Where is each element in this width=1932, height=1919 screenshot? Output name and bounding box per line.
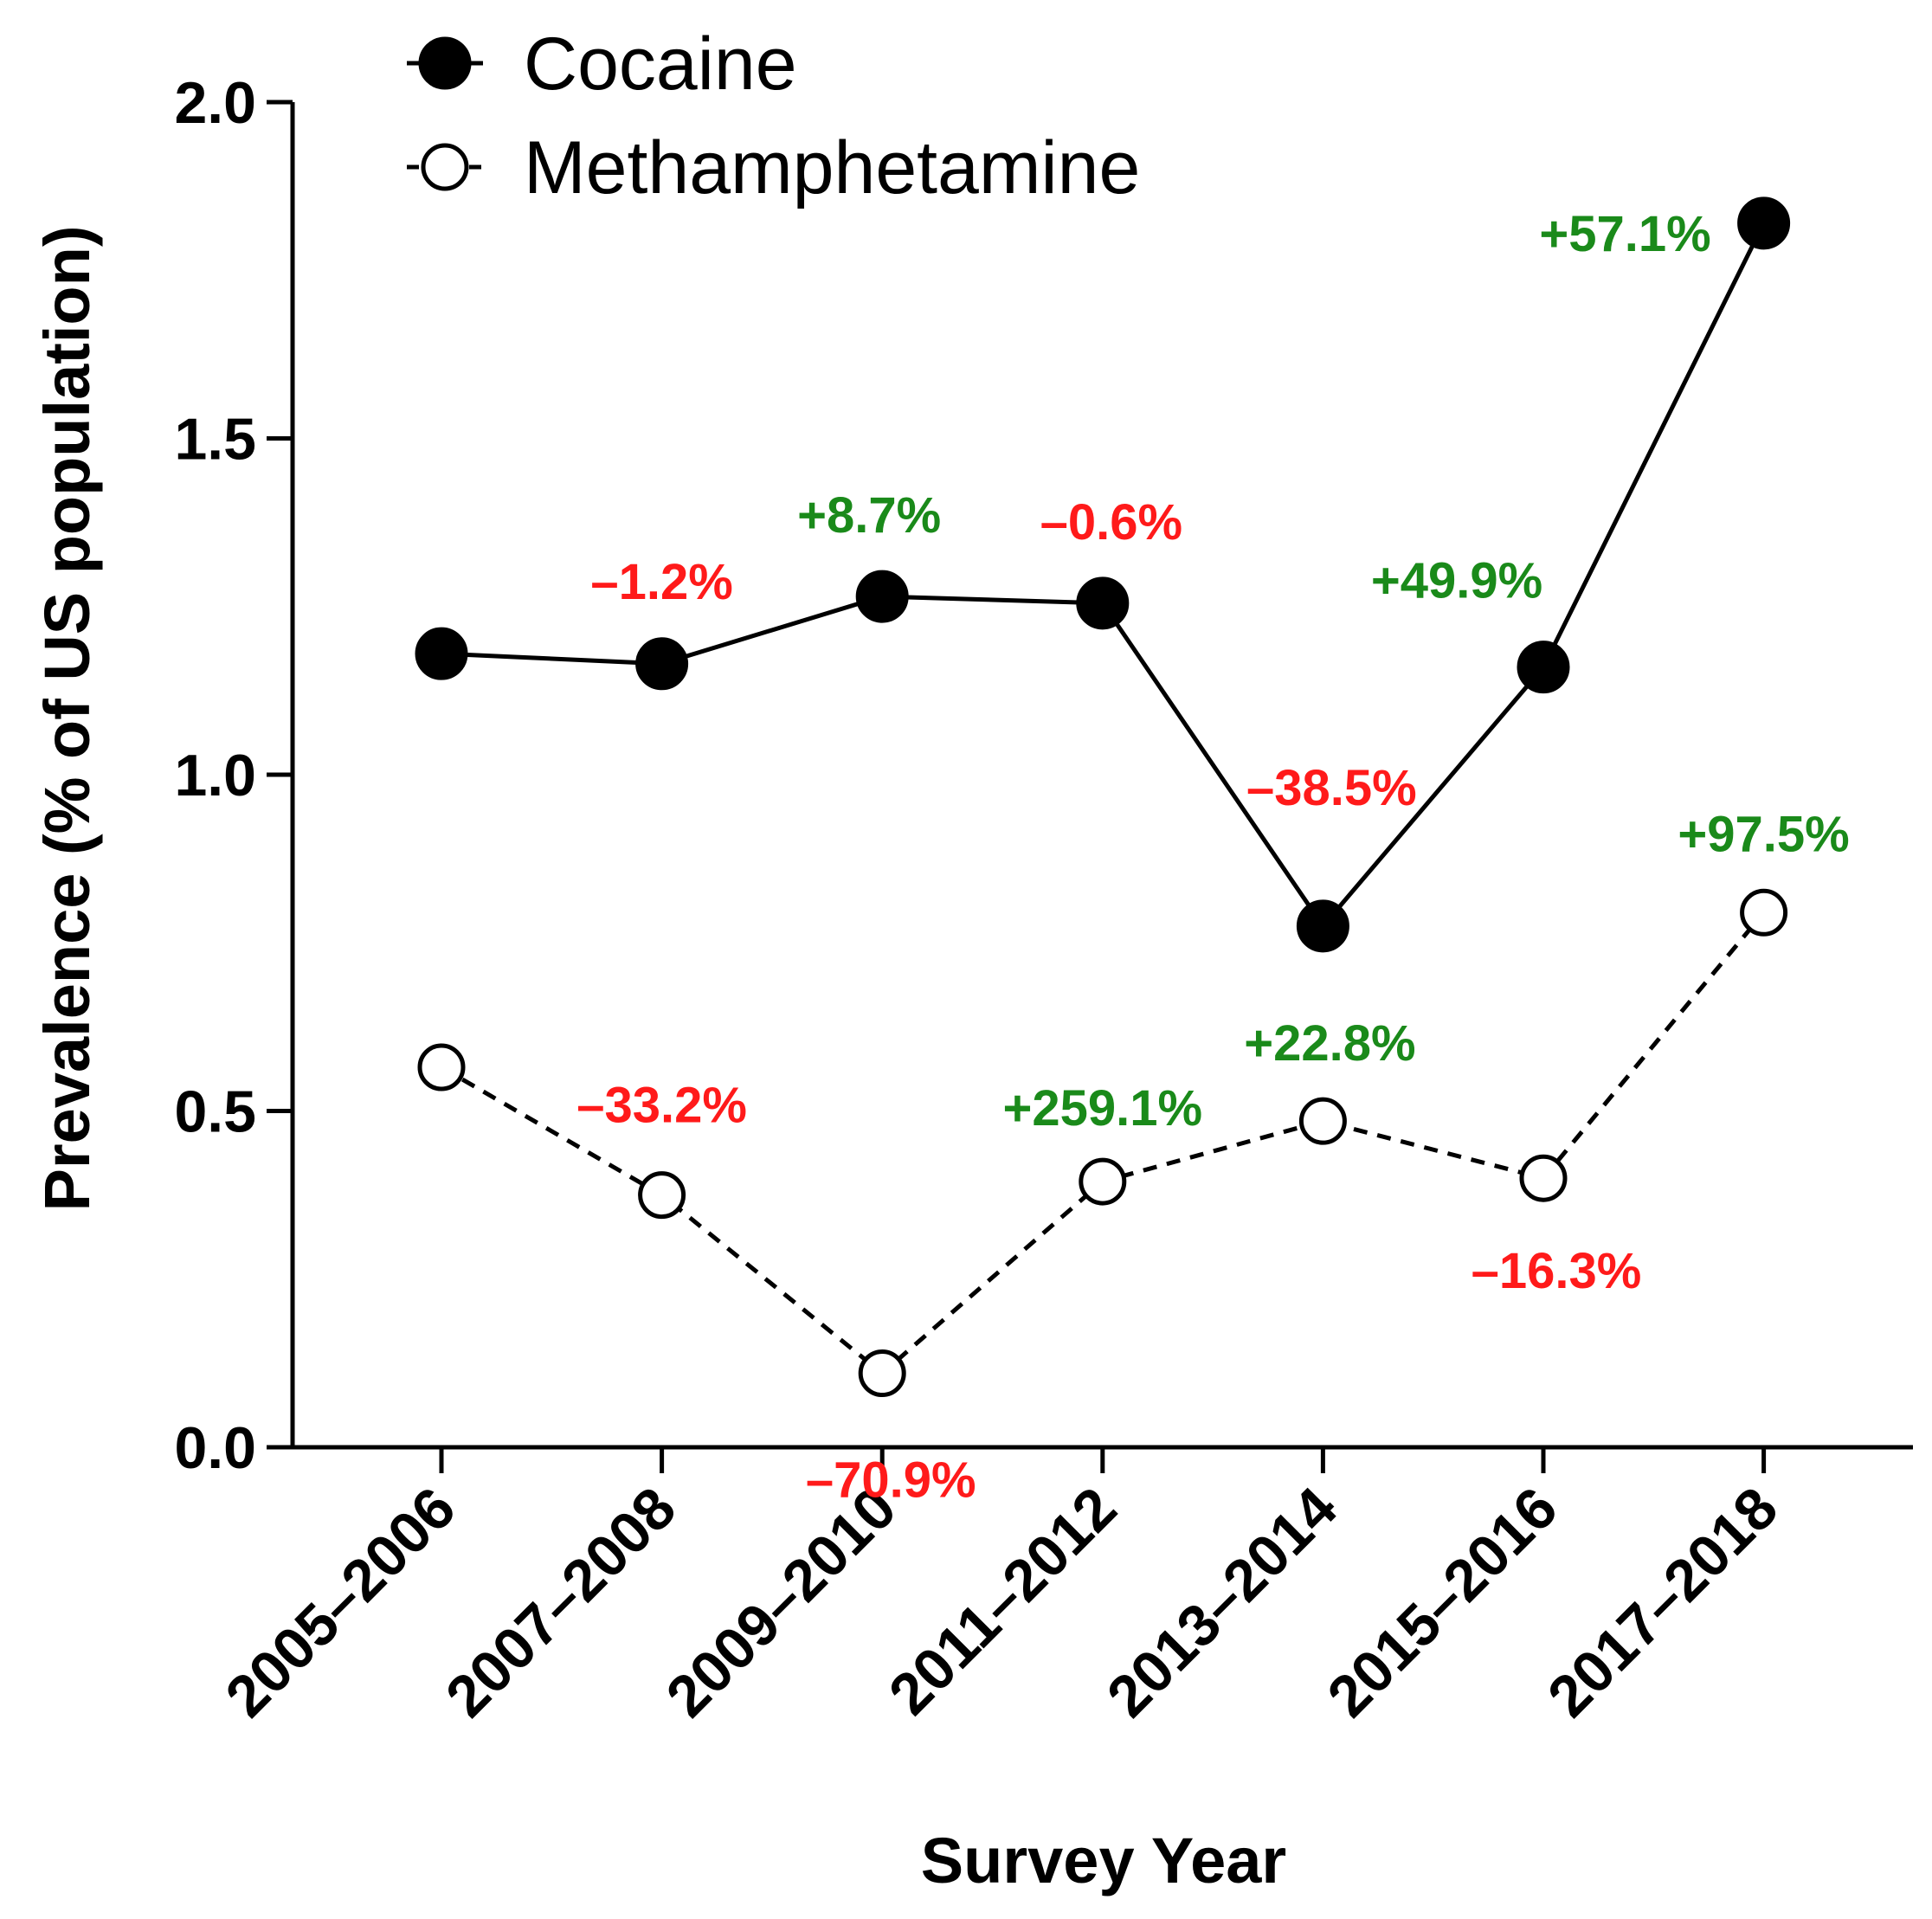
data-point-cocaine [635,637,689,691]
x-tick-label: 2007–2008 [434,1475,688,1729]
change-annotation: –33.2% [576,1078,747,1134]
change-annotation: +259.1% [1003,1080,1203,1137]
data-point-methamphetamine [638,1171,686,1220]
y-tick-label: 0.5 [174,1079,256,1145]
series-layer [415,196,1791,1398]
data-point-cocaine [415,627,468,680]
y-tick-label: 1.5 [174,407,256,473]
y-tick-label: 1.0 [174,743,256,808]
data-point-cocaine [855,570,909,623]
data-point-cocaine [1076,576,1130,630]
data-point-methamphetamine [1740,888,1788,937]
legend-entry-methamphetamine: Methamphetamine [407,126,1140,209]
legend-label-methamphetamine: Methamphetamine [524,126,1140,209]
y-tick-label: 0.0 [174,1415,256,1481]
data-point-methamphetamine [1298,1097,1347,1145]
axes: 0.0 0.5 1.0 1.5 2.0 2005–20062007–20082009–20… [174,70,1913,1729]
legend-entry-cocaine: Cocaine [407,23,797,106]
x-axis-title: Survey Year [921,1825,1286,1896]
change-annotation: +22.8% [1244,1015,1415,1072]
data-point-cocaine [1517,641,1570,694]
change-annotation: +49.9% [1371,553,1542,609]
y-axis-title: Prevalence (% of US population) [31,226,103,1212]
legend-label-cocaine: Cocaine [524,23,797,106]
series-line-methamphetamine [440,911,1766,1376]
change-annotation: –38.5% [1246,760,1417,816]
y-tick-label: 2.0 [174,70,256,136]
annotation-layer: –1.2% +8.7% –0.6% –38.5% +49.9% +57.1% –33.2% –… [576,206,1850,1509]
legend-marker-methamphetamine [421,143,469,191]
change-annotation: +97.5% [1678,806,1849,862]
change-annotation: +8.7% [797,487,941,544]
change-annotation: –16.3% [1472,1243,1642,1299]
data-point-methamphetamine [858,1349,906,1398]
change-annotation: –0.6% [1040,494,1182,551]
change-annotation: –1.2% [590,554,732,610]
data-point-methamphetamine [1079,1157,1127,1206]
x-tick-label: 2005–2006 [213,1475,467,1729]
x-tick-label: 2009–2010 [654,1475,908,1729]
data-point-methamphetamine [1519,1154,1568,1202]
legend: Cocaine Methamphetamine [407,23,1140,209]
data-point-cocaine [1296,899,1349,953]
x-tick-label: 2013–2014 [1095,1475,1350,1730]
x-tick-label: 2015–2016 [1315,1475,1569,1729]
data-point-methamphetamine [417,1043,466,1092]
change-annotation: +57.1% [1539,206,1710,262]
x-tick-label: 2011–2012 [877,1475,1130,1728]
legend-marker-cocaine [418,36,472,90]
data-point-cocaine [1737,196,1791,250]
x-tick-label: 2017–2018 [1536,1475,1790,1729]
change-annotation: –70.9% [806,1452,976,1509]
